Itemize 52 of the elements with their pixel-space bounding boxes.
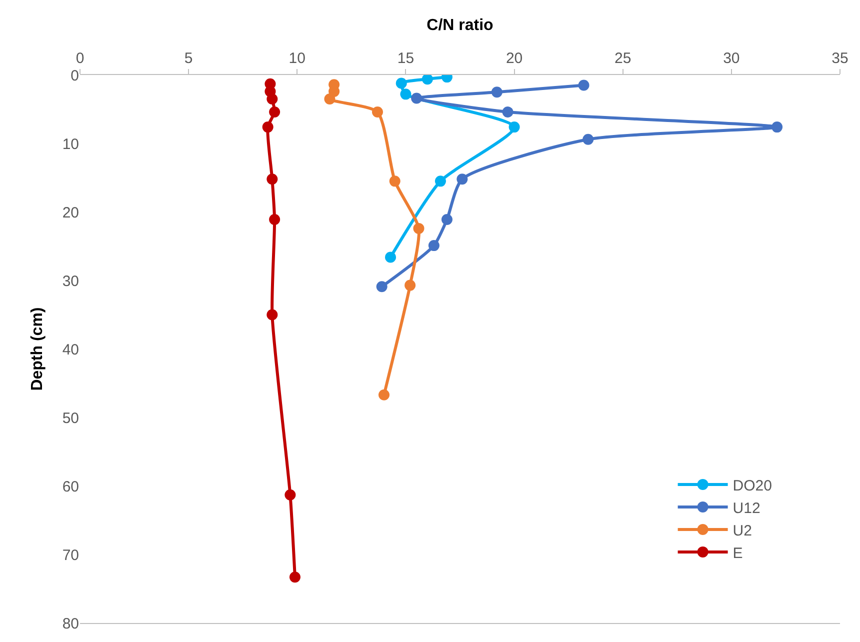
x-tick-label: 25 bbox=[614, 50, 632, 67]
point bbox=[772, 122, 783, 133]
y-tick-label: 80 bbox=[62, 615, 79, 632]
point bbox=[508, 122, 520, 133]
point bbox=[269, 106, 280, 118]
point bbox=[400, 88, 412, 100]
point bbox=[428, 240, 440, 252]
point bbox=[413, 222, 424, 234]
x-tick-label: 10 bbox=[288, 50, 306, 67]
y-tick-label: 0 bbox=[70, 67, 79, 84]
y-tick-label: 10 bbox=[62, 136, 79, 153]
point bbox=[266, 174, 278, 185]
y-tick-label: 70 bbox=[62, 546, 79, 564]
y-tick-label: 40 bbox=[62, 341, 79, 358]
point bbox=[269, 214, 280, 226]
point bbox=[324, 93, 336, 104]
point bbox=[441, 214, 452, 226]
y-tick-label: 60 bbox=[62, 478, 79, 496]
point bbox=[502, 106, 514, 118]
legend-label: DO20 bbox=[732, 477, 772, 494]
point bbox=[372, 106, 383, 118]
x-tick-label: 5 bbox=[184, 50, 193, 67]
legend-label: E bbox=[732, 544, 743, 562]
legend-label: U2 bbox=[732, 522, 752, 540]
point bbox=[266, 93, 278, 104]
point bbox=[411, 92, 422, 104]
point bbox=[378, 389, 390, 400]
x-tick-label: 15 bbox=[397, 50, 414, 67]
x-tick-label: 30 bbox=[723, 50, 740, 67]
y-axis-title: Depth (cm) bbox=[29, 307, 46, 391]
point bbox=[262, 122, 274, 133]
point bbox=[578, 80, 590, 91]
y-tick-label: 20 bbox=[62, 204, 79, 222]
point bbox=[376, 281, 388, 292]
point bbox=[491, 86, 502, 98]
x-tick-label: 20 bbox=[506, 50, 523, 67]
legend-label: U12 bbox=[732, 500, 760, 517]
point bbox=[389, 176, 400, 187]
point bbox=[456, 174, 468, 185]
point bbox=[422, 75, 433, 85]
point bbox=[582, 134, 594, 145]
point bbox=[404, 280, 416, 291]
point bbox=[434, 176, 446, 187]
y-tick-label: 50 bbox=[62, 410, 79, 427]
point bbox=[284, 489, 296, 500]
point bbox=[266, 309, 278, 320]
point bbox=[396, 78, 407, 89]
y-tick-label: 30 bbox=[62, 272, 79, 290]
point bbox=[289, 572, 300, 583]
point bbox=[385, 252, 396, 263]
x-tick-label: 35 bbox=[832, 50, 848, 67]
x-axis-title: C/N ratio bbox=[426, 16, 494, 34]
